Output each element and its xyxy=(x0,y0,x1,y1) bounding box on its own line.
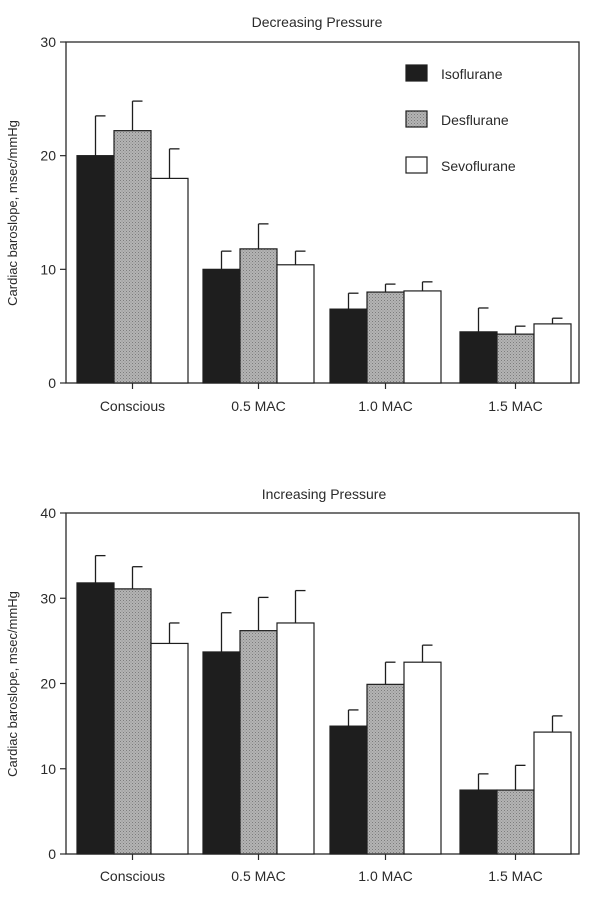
y-tick-label: 20 xyxy=(40,676,56,692)
bar-sevoflurane-0-5-mac xyxy=(276,264,315,384)
error-bar xyxy=(477,307,489,332)
error-bar xyxy=(294,250,306,265)
error-bar xyxy=(477,773,489,791)
legend-label-isoflurane: Isoflurane xyxy=(441,66,503,82)
error-bar xyxy=(514,325,526,335)
y-axis-label: Cardiac baroslope, msec/mmHg xyxy=(5,120,20,306)
bar-desflurane-0-5-mac xyxy=(239,248,278,384)
error-bar xyxy=(551,317,563,324)
bar-desflurane-conscious xyxy=(113,130,152,384)
error-bar xyxy=(347,709,359,727)
bar-desflurane-1-5-mac xyxy=(496,789,535,855)
error-bar xyxy=(131,566,143,589)
bar-isoflurane-0-5-mac xyxy=(202,268,241,384)
bar-isoflurane-conscious xyxy=(76,155,115,384)
y-tick-label: 30 xyxy=(40,590,56,606)
error-bar xyxy=(384,283,396,293)
error-bar xyxy=(220,250,232,270)
error-bar xyxy=(421,281,433,291)
bar-sevoflurane-conscious xyxy=(150,642,189,855)
error-bar xyxy=(347,292,359,310)
chart-decreasing-pressure: Decreasing Pressure Cardiac baroslope, m… xyxy=(5,14,580,414)
plot-frame xyxy=(65,41,580,384)
x-tick-label: 0.5 MAC xyxy=(231,868,285,884)
x-tick-label: Conscious xyxy=(100,868,165,884)
error-bar xyxy=(551,715,563,733)
x-axis: Conscious 0.5 MAC 1.0 MAC 1.5 MAC xyxy=(100,854,543,884)
bar-sevoflurane-1-5-mac xyxy=(533,323,572,384)
y-tick-label: 30 xyxy=(40,34,56,50)
error-bar xyxy=(257,596,269,631)
y-axis: 0 10 20 30 xyxy=(40,34,66,391)
error-bar xyxy=(168,148,180,179)
x-tick-label: 1.0 MAC xyxy=(358,868,412,884)
bar-sevoflurane-1-0-mac xyxy=(403,661,442,855)
bar-isoflurane-0-5-mac xyxy=(202,651,241,855)
bars xyxy=(76,554,572,855)
error-bar xyxy=(257,223,269,249)
legend-swatch-isoflurane xyxy=(405,64,428,82)
x-tick-label: 1.5 MAC xyxy=(488,868,542,884)
error-bar xyxy=(514,764,526,791)
y-axis: 0 10 20 30 40 xyxy=(40,505,66,862)
bar-desflurane-1-0-mac xyxy=(366,683,405,855)
error-bar xyxy=(131,100,143,131)
chart-title: Increasing Pressure xyxy=(262,486,387,502)
bar-sevoflurane-0-5-mac xyxy=(276,622,315,855)
bar-sevoflurane-conscious xyxy=(150,177,189,384)
error-bar xyxy=(220,612,232,652)
error-bar xyxy=(421,644,433,663)
error-bar xyxy=(94,115,106,156)
bars xyxy=(76,100,572,384)
x-tick-label: Conscious xyxy=(100,398,165,414)
y-tick-label: 0 xyxy=(48,846,56,862)
error-bar xyxy=(294,589,306,623)
error-bar xyxy=(384,661,396,685)
y-tick-label: 20 xyxy=(40,148,56,164)
x-axis: Conscious 0.5 MAC 1.0 MAC 1.5 MAC xyxy=(100,383,543,414)
bar-isoflurane-1-5-mac xyxy=(459,789,498,855)
bar-desflurane-1-5-mac xyxy=(496,333,535,384)
y-tick-label: 10 xyxy=(40,261,56,277)
legend-swatch-desflurane xyxy=(405,110,428,128)
y-tick-label: 10 xyxy=(40,761,56,777)
bar-desflurane-1-0-mac xyxy=(366,291,405,384)
chart-title: Decreasing Pressure xyxy=(252,14,383,30)
error-bar xyxy=(94,554,106,583)
chart-increasing-pressure: Increasing Pressure Cardiac baroslope, m… xyxy=(5,486,580,884)
legend-label-sevoflurane: Sevoflurane xyxy=(441,158,516,174)
y-tick-label: 40 xyxy=(40,505,56,521)
bar-desflurane-0-5-mac xyxy=(239,630,278,855)
bar-sevoflurane-1-5-mac xyxy=(533,731,572,855)
bar-isoflurane-1-0-mac xyxy=(329,725,368,855)
x-tick-label: 0.5 MAC xyxy=(231,398,285,414)
y-axis-label: Cardiac baroslope, msec/mmHg xyxy=(5,591,20,777)
legend-label-desflurane: Desflurane xyxy=(441,112,509,128)
bar-sevoflurane-1-0-mac xyxy=(403,290,442,384)
bar-isoflurane-conscious xyxy=(76,582,115,855)
error-bar xyxy=(168,622,180,644)
bar-isoflurane-1-0-mac xyxy=(329,308,368,384)
y-tick-label: 0 xyxy=(48,375,56,391)
x-tick-label: 1.5 MAC xyxy=(488,398,542,414)
bar-desflurane-conscious xyxy=(113,588,152,855)
legend-swatch-sevoflurane xyxy=(405,156,428,174)
bar-isoflurane-1-5-mac xyxy=(459,331,498,384)
x-tick-label: 1.0 MAC xyxy=(358,398,412,414)
legend: Isoflurane Desflurane Sevoflurane xyxy=(405,64,516,174)
